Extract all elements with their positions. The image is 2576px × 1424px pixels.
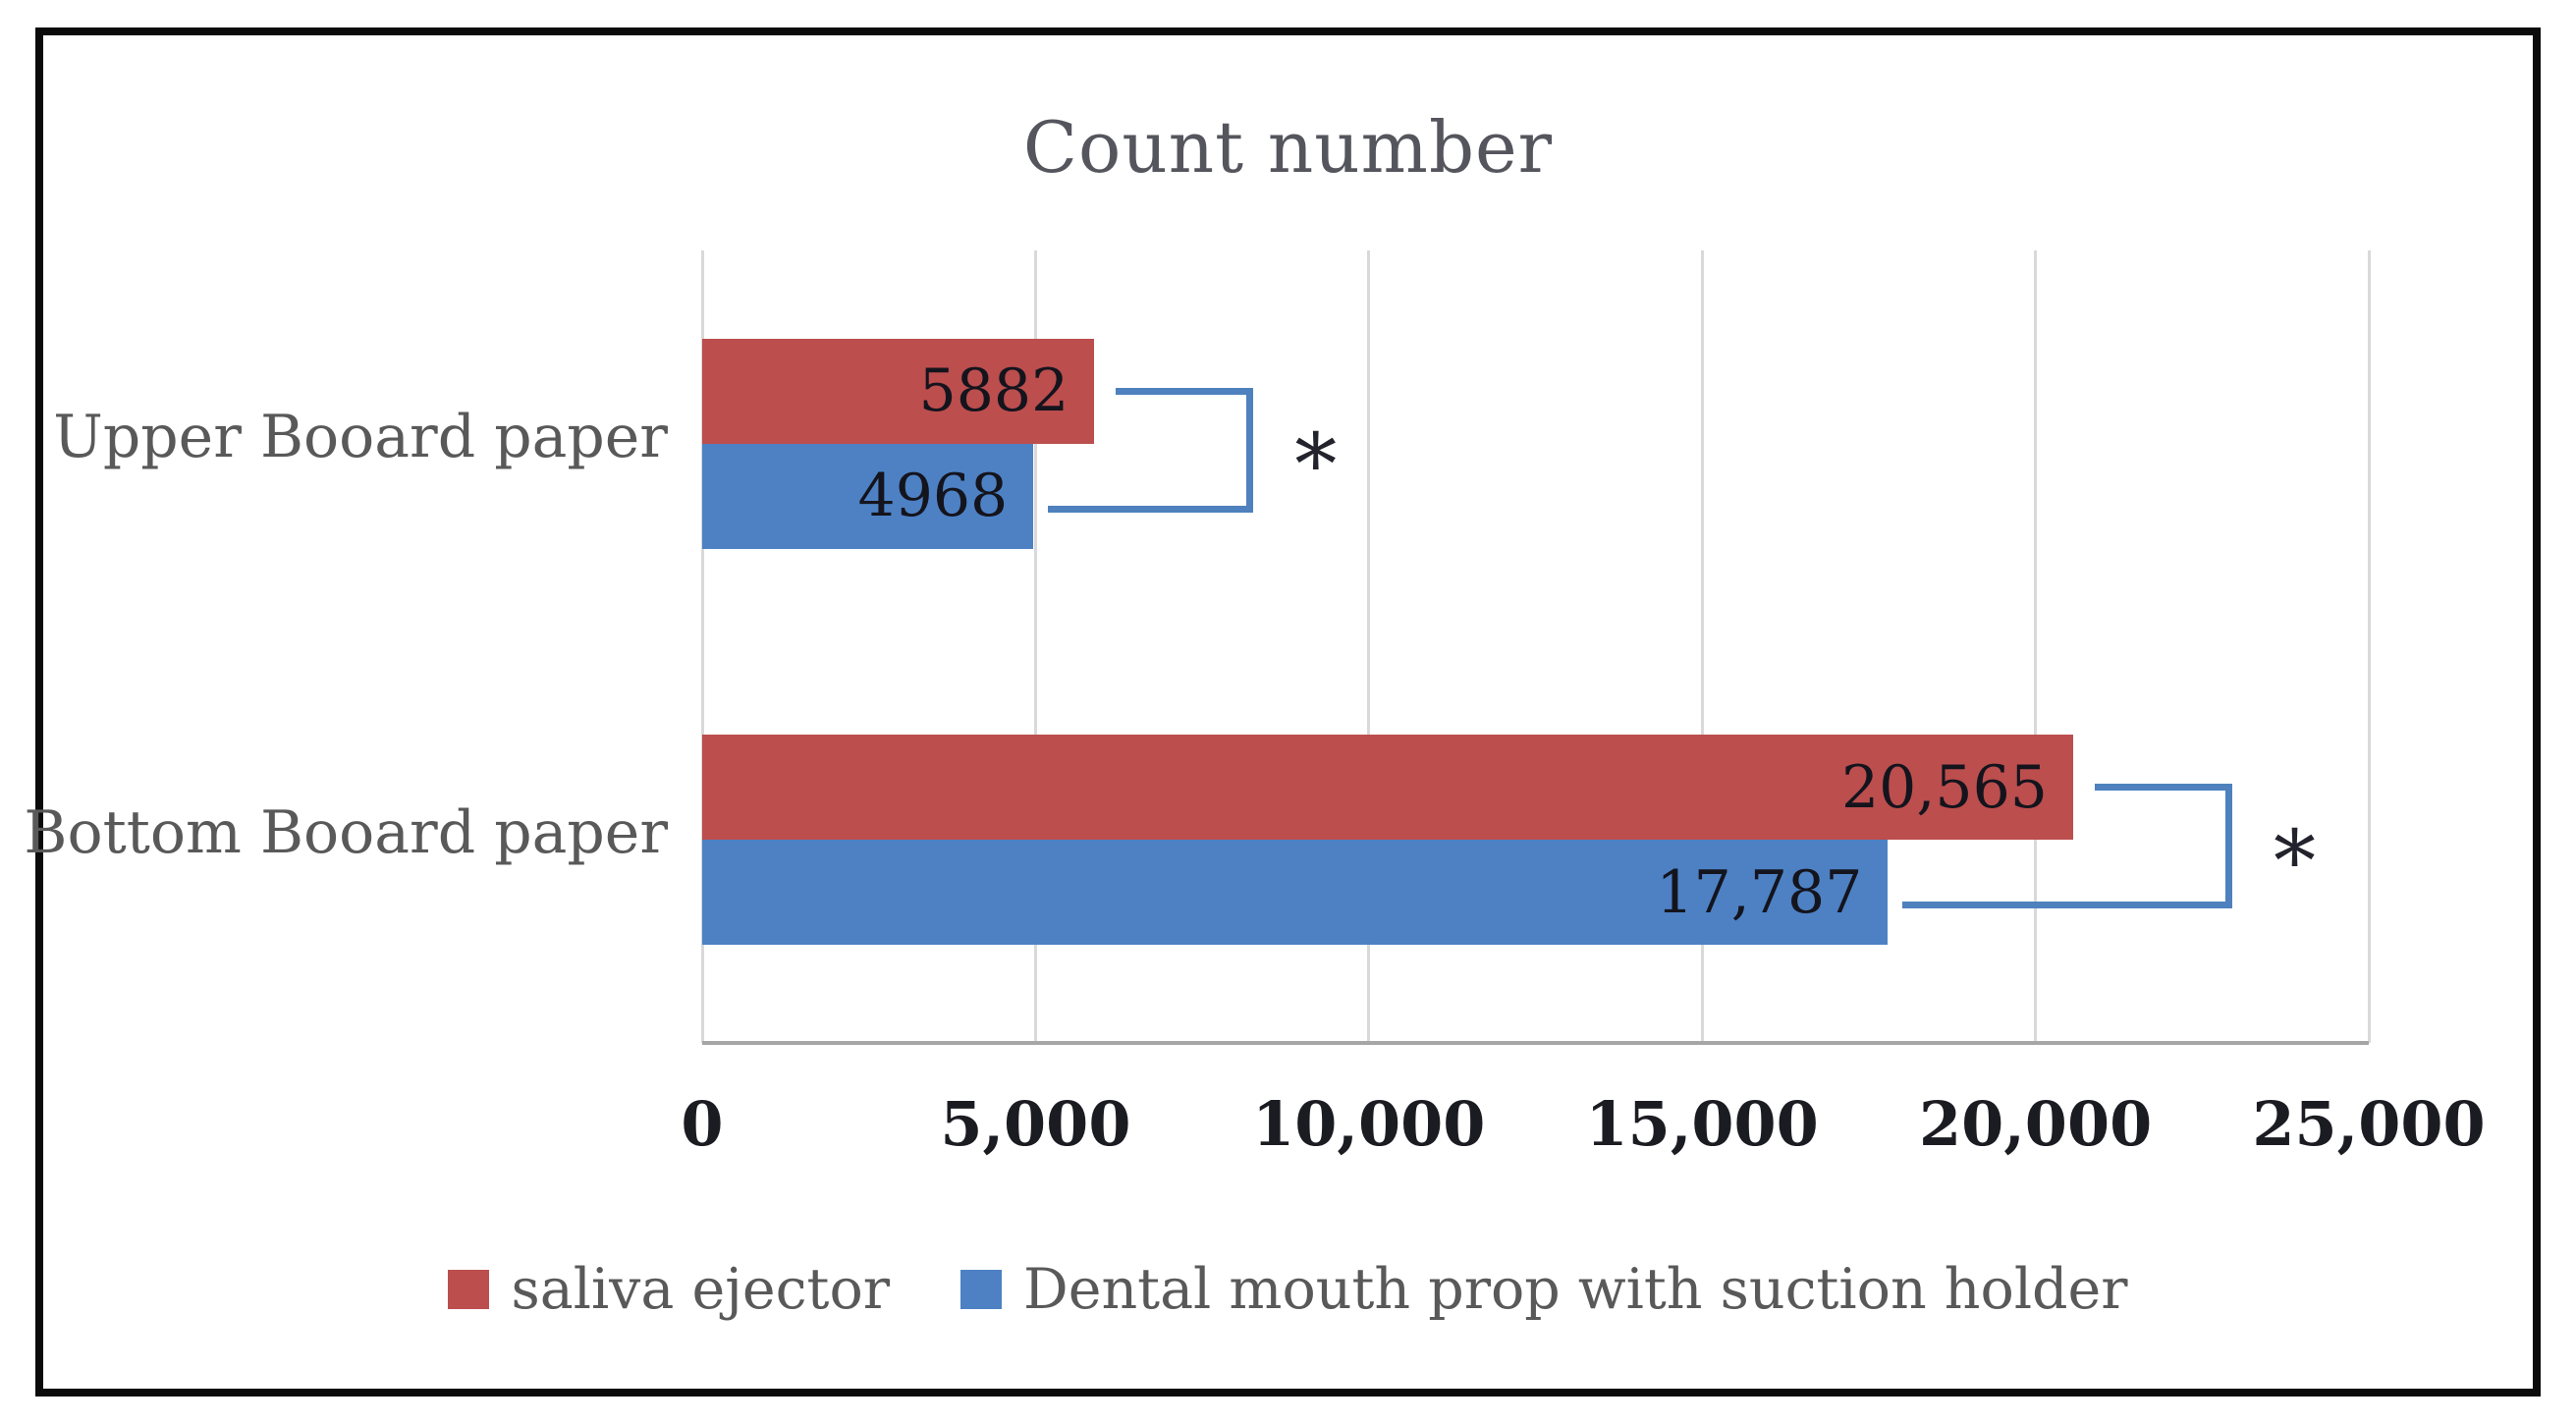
plot-area: 5882 4968 20,565 17,787 * *: [700, 250, 2371, 1045]
gridline: [2367, 250, 2371, 1043]
significance-bracket-line: [1246, 387, 1254, 513]
bar-saliva-ejector-bottom-booard-paper: 20,565: [702, 735, 2073, 841]
category-label-bottom-booard-paper: Bottom Booard paper: [24, 798, 668, 868]
x-tick-label: 20,000: [1918, 1088, 2153, 1160]
legend-label: Dental mouth prop with suction holder: [1023, 1257, 2128, 1322]
legend-swatch: [960, 1270, 1003, 1309]
significance-bracket-line: [1048, 505, 1254, 513]
significance-bracket-line: [2094, 784, 2232, 792]
legend-item-saliva-ejector: saliva ejector: [448, 1257, 890, 1322]
x-axis-line: [702, 1041, 2369, 1045]
bar-value-label: 20,565: [1840, 752, 2048, 822]
x-tick-label: 0: [681, 1088, 724, 1160]
legend: saliva ejector Dental mouth prop with suc…: [35, 1245, 2541, 1334]
bar-value-label: 4968: [857, 462, 1009, 531]
gridline: [1367, 250, 1371, 1043]
significance-bracket-line: [1902, 902, 2232, 909]
chart-frame: [35, 27, 2541, 1397]
significance-bracket-line: [2224, 784, 2232, 909]
gridline: [700, 250, 704, 1043]
x-tick-label: 25,000: [2252, 1088, 2486, 1160]
significance-asterisk: *: [1294, 416, 1338, 516]
legend-label: saliva ejector: [511, 1257, 891, 1322]
bar-value-label: 5882: [918, 356, 1069, 426]
legend-item-dental-mouth-prop-with-suction-holder: Dental mouth prop with suction holder: [960, 1257, 2128, 1322]
x-tick-label: 15,000: [1585, 1088, 1819, 1160]
bar-value-label: 17,787: [1656, 857, 1863, 927]
category-label-upper-booard-paper: Upper Booard paper: [53, 402, 668, 471]
significance-asterisk: *: [2273, 812, 2316, 911]
gridline: [2034, 250, 2038, 1043]
gridline: [1033, 250, 1037, 1043]
chart-title: Count number: [1022, 106, 1554, 189]
gridline: [1700, 250, 1704, 1043]
significance-bracket-line: [1116, 387, 1254, 395]
legend-swatch: [448, 1270, 490, 1309]
bar-dental-mouth-prop-with-suction-holder-upper-booard-paper: 4968: [702, 443, 1034, 549]
bar-dental-mouth-prop-with-suction-holder-bottom-booard-paper: 17,787: [702, 840, 1889, 946]
x-tick-label: 5,000: [940, 1088, 1131, 1160]
x-axis-ticks: 0 5,000 10,000 15,000 20,000 25,000: [0, 1088, 2576, 1177]
bar-saliva-ejector-upper-booard-paper: 5882: [702, 338, 1095, 444]
x-tick-label: 10,000: [1252, 1088, 1486, 1160]
